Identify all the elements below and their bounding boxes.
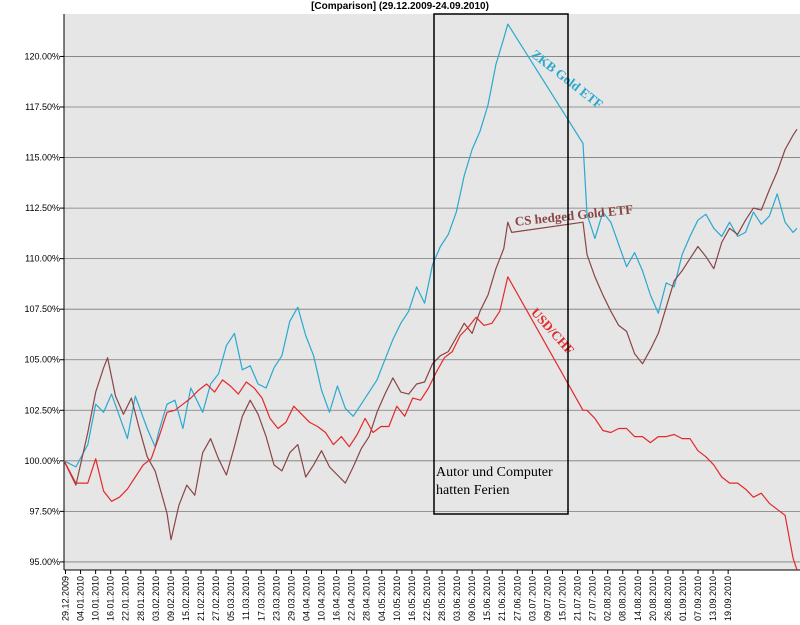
x-tick-label: 02.08.2010	[603, 576, 613, 621]
x-tick-label: 22.01.2010	[121, 576, 131, 621]
x-tick-label: 04.01.2010	[76, 576, 86, 621]
series-group	[63, 23, 798, 571]
x-tick-label: 04.04.2010	[301, 576, 311, 621]
y-tick-label: 105.00%	[24, 355, 60, 365]
x-tick-label: 07.09.2010	[693, 576, 703, 621]
x-tick-label: 21.06.2010	[497, 576, 507, 621]
y-tick-label: 97.50%	[29, 506, 60, 516]
y-tick-label: 115.00%	[25, 153, 60, 163]
vacation-box	[433, 13, 569, 515]
x-tick-label: 27.07.2010	[588, 576, 598, 621]
x-tick-label: 03.06.2010	[452, 576, 462, 621]
x-tick-label: 03.02.2010	[151, 576, 161, 621]
x-tick-label: 13.09.2010	[708, 576, 718, 621]
x-tick-label: 16.01.2010	[106, 576, 116, 621]
y-axis: 120.00% 117.50% 115.00% 112.50% 110.00% 107.5…	[24, 14, 65, 570]
y-tick-label: 110.00%	[25, 254, 60, 264]
vacation-annotation: Autor und Computer hatten Ferien	[433, 13, 569, 515]
x-tick-label: 29.12.2009	[61, 576, 71, 621]
x-tick-label: 15.06.2010	[482, 576, 492, 621]
x-tick-label: 16.05.2010	[407, 576, 417, 621]
x-tick-label: 26.08.2010	[663, 576, 673, 621]
y-tick-label: 95.00%	[29, 557, 60, 567]
y-tick-label: 102.50%	[24, 405, 60, 415]
y-tick-label: 120.00%	[24, 51, 60, 61]
x-tick-label: 27.06.2010	[512, 576, 522, 621]
plot-background	[64, 14, 800, 570]
series-line-cs-hedged-gold-etf	[63, 128, 798, 541]
x-tick-label: 17.03.2010	[256, 576, 266, 621]
x-tick-label: 10.04.2010	[317, 576, 327, 621]
x-axis: 29.12.2009 04.01.2010 10.01.2010 16.01.2010…	[61, 569, 800, 621]
x-tick-label: 09.07.2010	[542, 576, 552, 621]
x-tick-label: 14.08.2010	[633, 576, 643, 621]
y-tick-label: 112.50%	[25, 203, 60, 213]
x-tick-label: 15.02.2010	[181, 576, 191, 621]
y-tick-label: 100.00%	[24, 456, 60, 466]
x-tick-label: 09.06.2010	[467, 576, 477, 621]
grid-lines	[64, 56, 800, 563]
y-tick-label: 117.50%	[25, 102, 60, 112]
x-tick-label: 16.04.2010	[332, 576, 342, 621]
series-line-zkb-gold-etf	[63, 23, 798, 468]
x-tick-label: 22.04.2010	[347, 576, 357, 621]
x-tick-label: 11.03.2010	[241, 576, 251, 620]
x-tick-label: 21.02.2010	[196, 576, 206, 621]
x-tick-label: 23.03.2010	[271, 576, 281, 621]
x-tick-label: 10.05.2010	[392, 576, 402, 621]
x-tick-label: 22.05.2010	[422, 576, 432, 621]
vacation-note-line-1: Autor und Computer	[436, 465, 553, 480]
series-line-usd-chf	[63, 276, 798, 571]
x-tick-label: 10.01.2010	[91, 576, 101, 621]
chart-title: [Comparison] (29.12.2009-24.09.2010)	[311, 1, 489, 12]
x-tick-label: 28.05.2010	[437, 576, 447, 621]
x-tick-label: 09.02.2010	[166, 576, 176, 621]
x-tick-label: 01.09.2010	[678, 576, 688, 621]
x-tick-label: 21.07.2010	[573, 576, 583, 621]
x-tick-label: 29.03.2010	[286, 576, 296, 621]
x-tick-label: 20.08.2010	[648, 576, 658, 621]
x-tick-label: 28.01.2010	[136, 576, 146, 621]
x-tick-label: 05.03.2010	[226, 576, 236, 621]
x-tick-label: 19.09.2010	[723, 576, 733, 621]
x-tick-label: 08.08.2010	[618, 576, 628, 621]
x-tick-label: 03.07.2010	[527, 576, 537, 621]
x-tick-label: 27.02.2010	[211, 576, 221, 621]
vacation-note-line-2: hatten Ferien	[436, 483, 509, 498]
x-tick-label: 15.07.2010	[557, 576, 567, 621]
x-tick-label: 28.04.2010	[362, 576, 372, 621]
y-tick-label: 107.50%	[24, 304, 60, 314]
x-tick-label: 04.05.2010	[377, 576, 387, 621]
